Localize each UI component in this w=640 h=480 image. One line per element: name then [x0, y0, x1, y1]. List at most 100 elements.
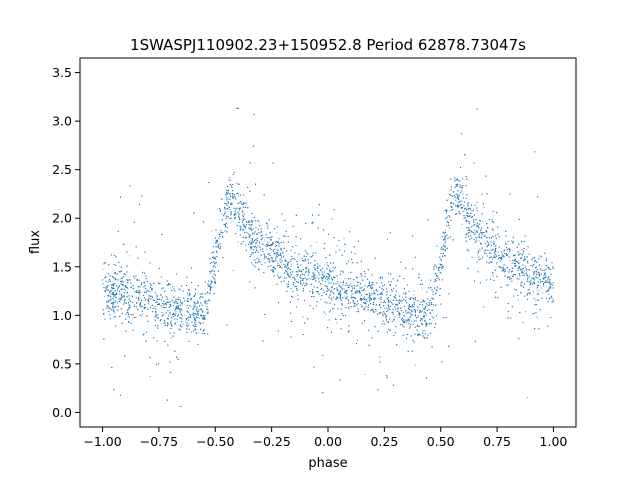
data-point	[426, 304, 428, 306]
data-point	[235, 183, 237, 185]
data-point	[486, 232, 488, 233]
data-point	[397, 279, 399, 281]
data-point	[350, 295, 352, 297]
data-point	[219, 211, 221, 213]
data-point	[153, 315, 155, 317]
data-point	[231, 220, 233, 222]
data-point	[242, 219, 244, 221]
data-point	[309, 256, 311, 258]
data-point	[336, 245, 338, 247]
data-point	[364, 373, 366, 375]
data-point	[472, 225, 474, 227]
data-point	[461, 200, 463, 202]
data-point	[120, 278, 122, 280]
data-point	[473, 229, 475, 231]
data-point	[190, 306, 192, 308]
data-point	[197, 332, 199, 334]
data-point	[474, 242, 476, 244]
data-point	[333, 308, 335, 310]
data-point	[521, 274, 523, 276]
data-point	[326, 272, 328, 274]
data-point	[165, 307, 167, 309]
data-point	[551, 301, 553, 303]
data-point	[333, 267, 335, 269]
data-point	[435, 303, 437, 305]
data-point	[538, 290, 540, 292]
data-point	[439, 258, 441, 260]
data-point	[326, 264, 328, 266]
data-point	[279, 260, 281, 262]
data-point	[141, 313, 143, 315]
data-point	[431, 309, 433, 311]
data-point	[238, 216, 240, 218]
data-point	[324, 313, 326, 315]
data-point	[349, 283, 351, 285]
data-point	[276, 232, 278, 234]
data-point	[145, 292, 147, 294]
data-point	[243, 213, 245, 215]
data-point	[221, 213, 223, 215]
chart-title: 1SWASPJ110902.23+150952.8 Period 62878.7…	[130, 36, 526, 54]
data-point	[344, 278, 346, 280]
data-point	[413, 290, 415, 292]
data-point	[228, 189, 230, 191]
data-point	[322, 289, 324, 291]
data-point	[459, 201, 461, 203]
data-point	[461, 223, 463, 225]
data-point	[185, 320, 187, 322]
data-point	[124, 290, 126, 292]
data-point	[466, 203, 468, 205]
data-point	[283, 255, 285, 257]
data-point	[532, 281, 534, 283]
data-point	[149, 375, 151, 377]
data-point	[184, 314, 186, 316]
data-point	[462, 193, 464, 195]
data-point	[229, 176, 231, 178]
data-point	[483, 207, 485, 208]
data-point	[410, 320, 412, 322]
data-point	[475, 223, 477, 225]
data-point	[264, 239, 266, 241]
data-point	[129, 300, 131, 302]
data-point	[316, 275, 318, 277]
data-point	[290, 266, 292, 268]
data-point	[523, 270, 525, 271]
scatter-points	[102, 107, 554, 407]
data-point	[439, 288, 441, 290]
data-point	[356, 339, 358, 341]
data-point	[156, 299, 158, 301]
data-point	[499, 260, 501, 261]
data-point	[414, 364, 416, 366]
data-point	[316, 241, 318, 243]
data-point	[332, 288, 334, 290]
data-point	[321, 279, 323, 281]
data-point	[170, 337, 172, 339]
data-point	[410, 316, 412, 318]
data-point	[212, 266, 214, 268]
data-point	[444, 242, 446, 244]
data-point	[478, 240, 480, 242]
data-point	[129, 255, 131, 257]
data-point	[422, 301, 424, 303]
data-point	[360, 304, 362, 306]
data-point	[518, 250, 520, 252]
data-point	[113, 297, 115, 299]
data-point	[494, 246, 496, 248]
data-point	[102, 268, 104, 270]
data-point	[174, 299, 176, 301]
data-point	[140, 291, 142, 293]
data-point	[421, 288, 423, 290]
data-point	[141, 316, 143, 318]
data-point	[336, 322, 338, 324]
data-point	[103, 295, 105, 297]
data-point	[286, 277, 288, 279]
data-point	[402, 296, 404, 298]
data-point	[337, 282, 339, 284]
data-point	[432, 298, 434, 300]
data-point	[327, 276, 329, 278]
data-point	[272, 249, 274, 251]
data-point	[343, 237, 345, 239]
data-point	[271, 269, 273, 271]
data-point	[450, 202, 452, 204]
